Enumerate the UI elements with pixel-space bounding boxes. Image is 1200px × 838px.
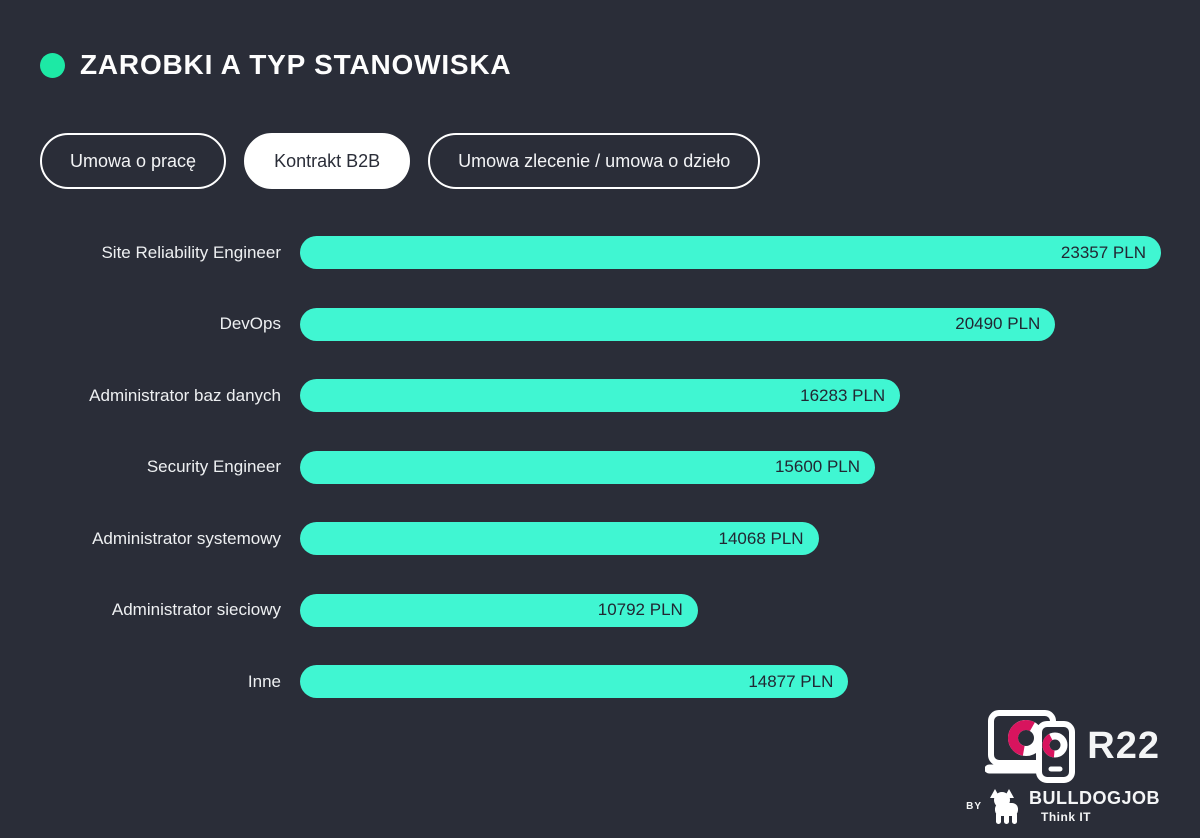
bar-label: Security Engineer [146,457,281,476]
salary-bar-chart: Site Reliability Engineer 23357 PLN DevO… [0,236,1200,698]
r22-laptop-phone-icon [985,710,1076,783]
bar: 10792 PLN [300,593,698,627]
bulldog-icon [990,789,1018,824]
bar: 20490 PLN [300,307,1056,341]
contract-type-tab[interactable]: Umowa zlecenie / umowa o dzieło [428,133,761,189]
footer-logo: R22 BY BULLDOGJOB Think IT [966,708,1160,830]
header: ZAROBKI A TYP STANOWISKA [0,0,1200,81]
bar-track: 10792 PLN [300,593,1161,627]
by-label: BY [966,801,982,812]
bar-track: 14068 PLN [300,522,1161,555]
chart-row: Administrator sieciowy 10792 PLN [40,593,1161,627]
bar-label: Administrator systemowy [92,528,281,548]
bar-track: 16283 PLN [300,379,1161,412]
bulldogjob-wordmark: BULLDOGJOB Think IT [1029,788,1160,824]
bar-label: Administrator baz danych [89,385,281,405]
page-title: ZAROBKI A TYP STANOWISKA [80,49,512,80]
bar: 16283 PLN [300,379,901,412]
bar-label: Inne [247,671,281,691]
bar-value: 10792 PLN [597,600,683,619]
title-bullet-dot [40,52,65,78]
bar-label: Administrator sieciowy [111,600,281,619]
bar-value: 15600 PLN [774,457,861,476]
contract-type-tab[interactable]: Kontrakt B2B [244,133,411,189]
bar-track: 15600 PLN [300,450,1161,484]
bar-track: 23357 PLN [300,236,1161,269]
bar-label: DevOps [219,314,281,333]
chart-row: DevOps 20490 PLN [40,307,1161,341]
bar-value: 14877 PLN [748,671,834,691]
bar: 15600 PLN [300,450,876,484]
bar-value: 14068 PLN [718,528,804,548]
bar-track: 20490 PLN [300,307,1161,341]
bar: 14877 PLN [300,665,849,698]
bar-label: Site Reliability Engineer [101,242,281,262]
chart-row: Inne 14877 PLN [40,665,1161,698]
bar: 14068 PLN [300,522,819,555]
chart-row: Administrator systemowy 14068 PLN [40,522,1161,555]
bar-track: 14877 PLN [300,665,1161,698]
chart-row: Security Engineer 15600 PLN [40,450,1161,484]
bulldogjob-logo-row: BY BULLDOGJOB Think IT [966,788,1160,824]
brand-name: BULLDOGJOB [1029,788,1160,808]
bar-value: 16283 PLN [800,385,886,405]
chart-row: Administrator baz danych 16283 PLN [40,379,1161,412]
contract-type-tab[interactable]: Umowa o pracę [40,133,227,189]
chart-row: Site Reliability Engineer 23357 PLN [40,236,1161,269]
brand-tagline: Think IT [1041,810,1091,824]
bar-value: 20490 PLN [955,314,1041,333]
r22-logo-text: R22 [1087,724,1160,767]
contract-tabs: Umowa o pracę Kontrakt B2B Umowa zlecenie … [0,133,1200,189]
r22-logo-row: R22 [985,708,1160,784]
bar: 23357 PLN [300,236,1161,269]
bar-value: 23357 PLN [1060,242,1146,262]
